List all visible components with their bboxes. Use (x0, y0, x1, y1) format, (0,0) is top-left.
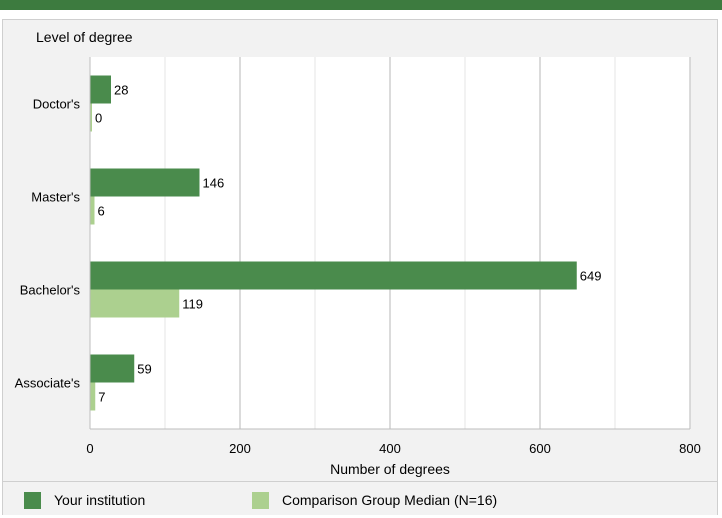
bar-comparison-median (90, 103, 92, 132)
data-label: 146 (203, 176, 225, 191)
y-axis-title: Level of degree (36, 29, 133, 45)
legend-label-your-institution: Your institution (54, 492, 146, 508)
category-label: Bachelor's (20, 283, 81, 298)
bar-your-institution (90, 354, 135, 383)
x-tick-label: 600 (529, 441, 551, 456)
x-axis-title: Number of degrees (330, 461, 450, 477)
legend-item-comparison-median: Comparison Group Median (N=16) (252, 491, 498, 509)
bar-your-institution (90, 261, 577, 290)
legend-swatch-your-institution (24, 491, 41, 509)
data-label: 59 (137, 362, 151, 377)
category-label: Doctor's (33, 97, 81, 112)
bar-comparison-median (90, 196, 95, 225)
legend-item-your-institution: Your institution (24, 491, 146, 509)
bar-your-institution (90, 168, 200, 197)
x-tick-label: 800 (679, 441, 701, 456)
legend-label-comparison-median: Comparison Group Median (N=16) (282, 492, 498, 508)
bar-your-institution (90, 75, 111, 104)
x-tick-label: 0 (86, 441, 93, 456)
data-label: 7 (98, 390, 105, 405)
data-label: 0 (95, 111, 102, 126)
category-label: Master's (31, 190, 80, 205)
data-label: 6 (98, 204, 105, 219)
bar-comparison-median (90, 382, 96, 411)
category-label: Associate's (15, 376, 81, 391)
data-label: 649 (580, 269, 602, 284)
x-tick-label: 400 (379, 441, 401, 456)
x-tick-label: 200 (229, 441, 251, 456)
legend: Your institution Comparison Group Median… (3, 481, 717, 515)
data-label: 28 (114, 83, 128, 98)
legend-swatch-comparison-median (252, 491, 269, 509)
bar-comparison-median (90, 289, 180, 318)
data-label: 119 (182, 297, 203, 312)
header-bar (0, 0, 722, 10)
